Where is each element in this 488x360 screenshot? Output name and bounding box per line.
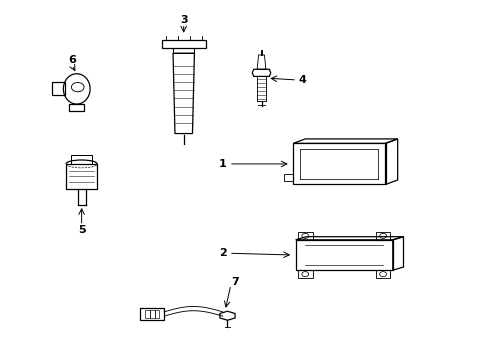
Text: 6: 6 (68, 55, 76, 65)
Text: 3: 3 (180, 15, 187, 25)
Text: 5: 5 (78, 225, 85, 235)
Text: 1: 1 (218, 159, 226, 169)
Text: 7: 7 (230, 277, 238, 287)
Text: 4: 4 (298, 75, 306, 85)
Text: 2: 2 (218, 248, 226, 258)
